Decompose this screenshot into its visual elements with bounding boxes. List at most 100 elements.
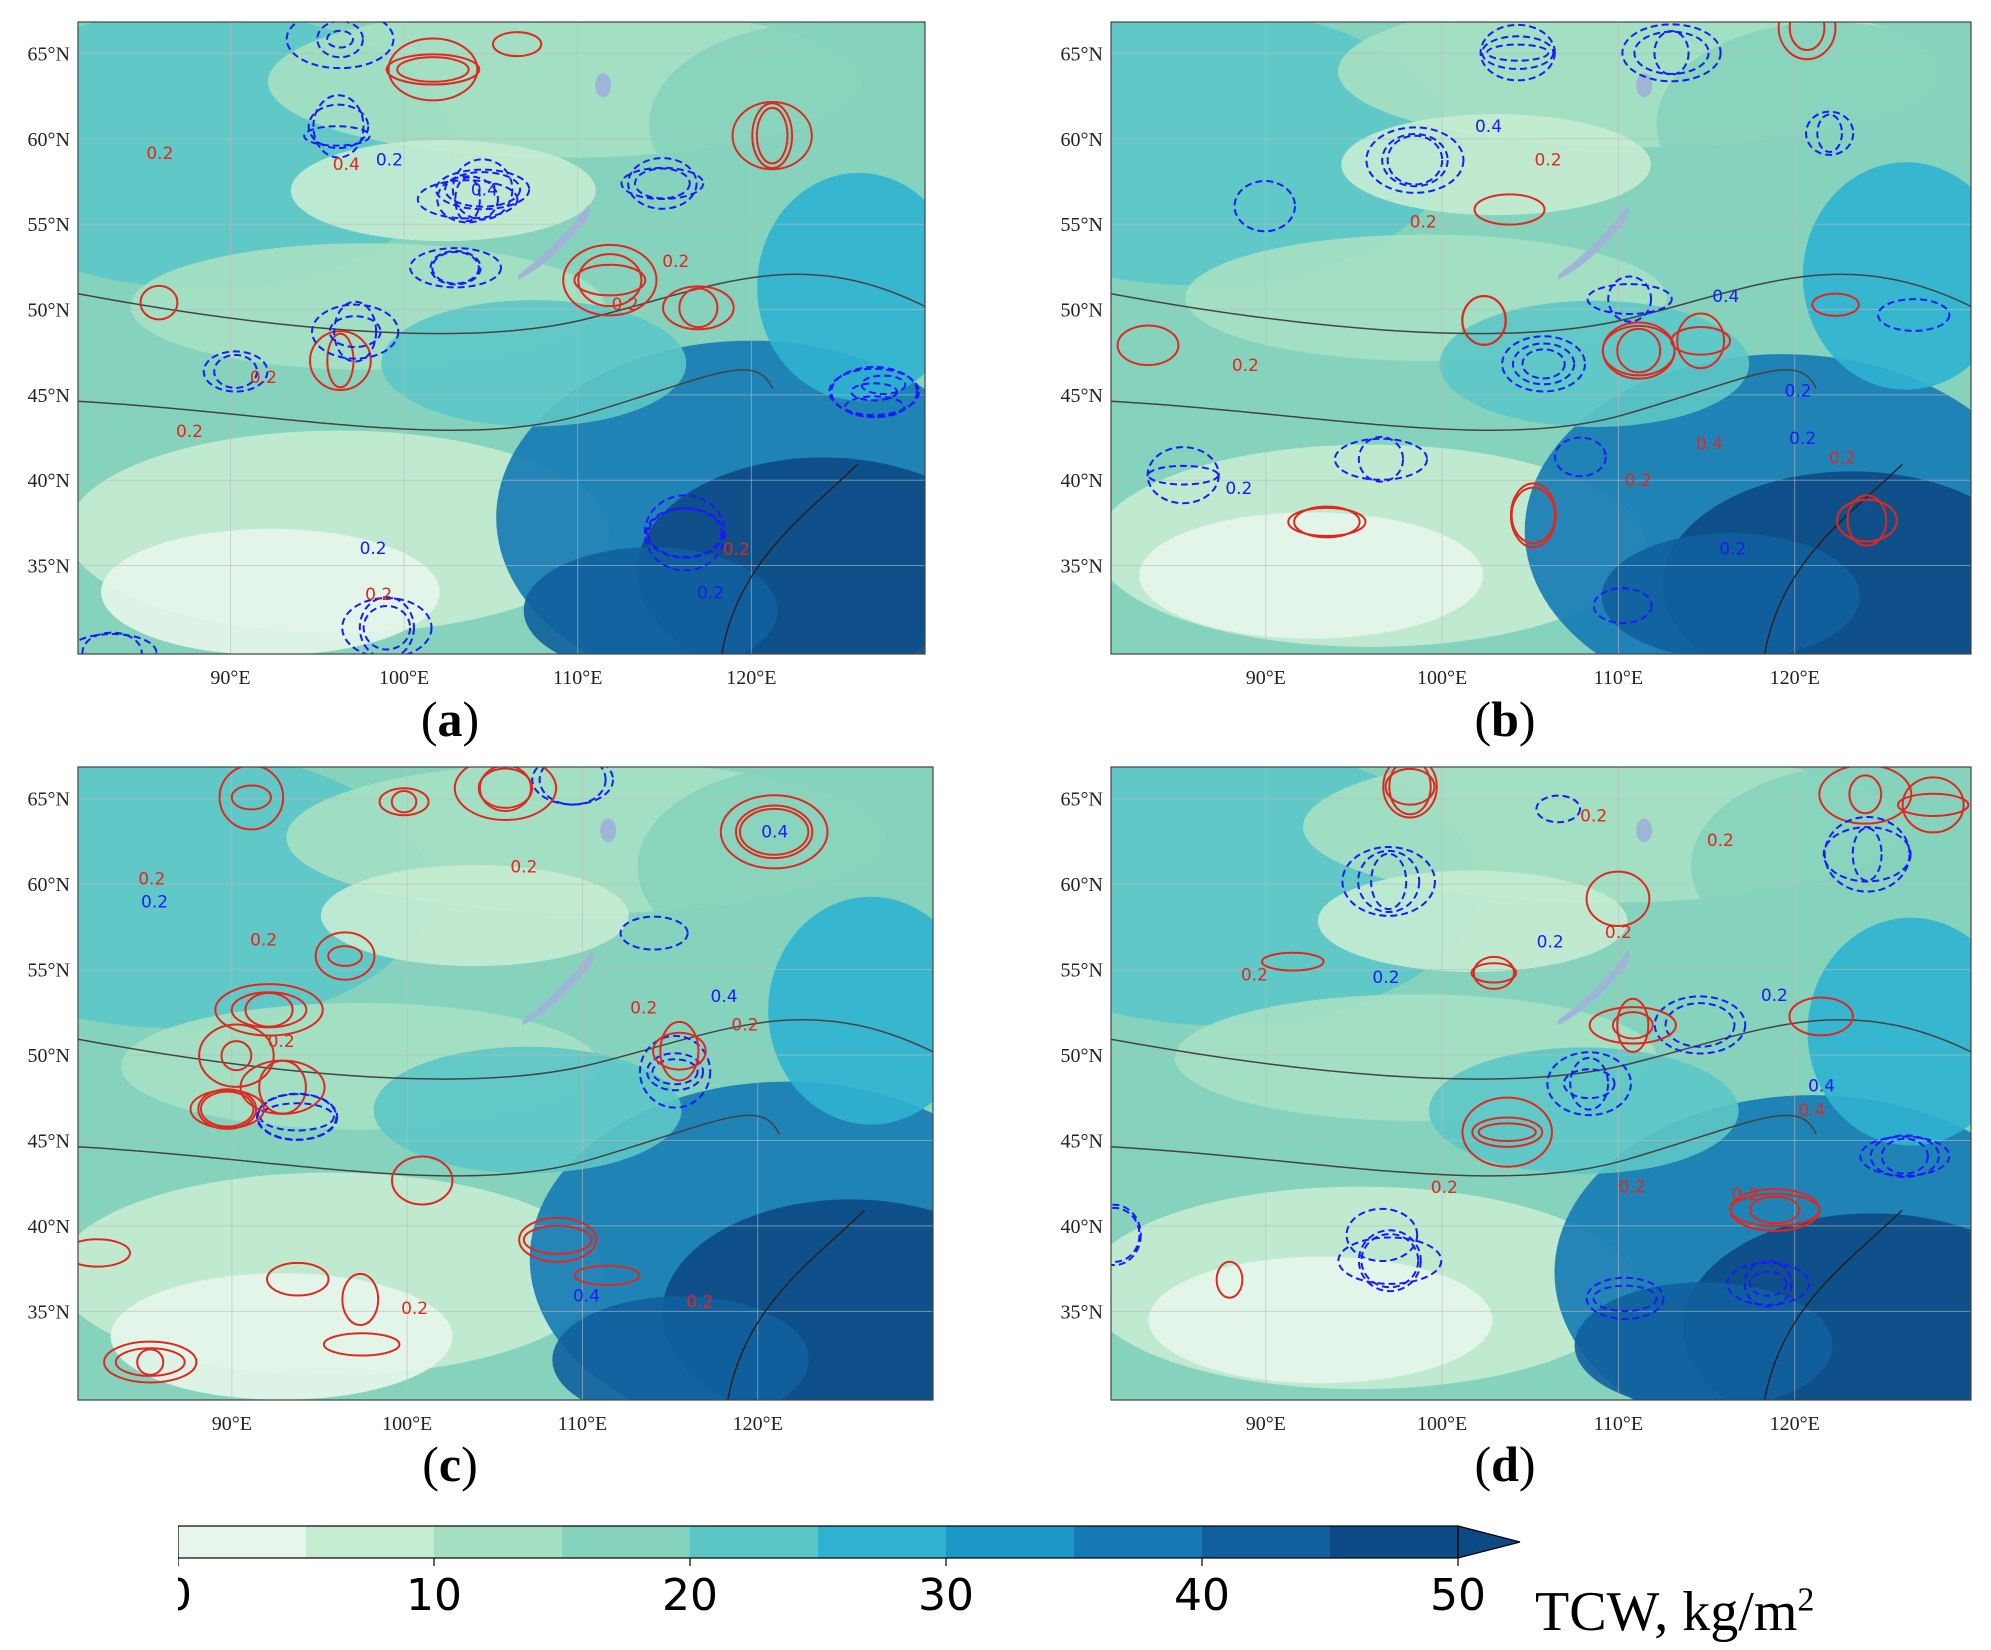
negative-contour xyxy=(1337,1236,1443,1285)
colorbar-title: TCW, kg/m2 xyxy=(1535,1581,1815,1643)
contour-label: 0.2 xyxy=(723,540,750,560)
negative-contour xyxy=(651,1058,699,1086)
colorbar-segment xyxy=(1202,1526,1330,1558)
contour-label: 0.4 xyxy=(573,1286,600,1306)
map-frame xyxy=(77,766,934,1401)
lat-tick-label: 55°N xyxy=(28,214,70,236)
map-frame xyxy=(1110,21,1972,655)
negative-contour xyxy=(202,350,269,393)
negative-contour xyxy=(1481,35,1555,70)
positive-contour xyxy=(1616,997,1650,1053)
lon-tick-label: 120°E xyxy=(1770,1413,1820,1435)
map-panel-d: 0.2 0.2 0.2 0.2 0.4 0.4 0.2 0.2 0.2 0.2 0.2 0.2 65°N… xyxy=(1000,745,1991,1492)
contour-label: 0.2 xyxy=(1537,933,1564,953)
lon-tick-label: 90°E xyxy=(1246,1413,1286,1435)
negative-contour xyxy=(362,604,412,651)
lat-tick-label: 40°N xyxy=(1061,1216,1103,1238)
lat-tick-label: 55°N xyxy=(1061,960,1103,982)
lake-baikal xyxy=(1558,950,1630,1026)
map-svg-d: 0.2 0.2 0.2 0.2 0.4 0.4 0.2 0.2 0.2 0.2 0.2 0.2 65°N… xyxy=(1061,766,1972,1435)
negative-contour xyxy=(1357,849,1421,913)
positive-contour xyxy=(266,1261,330,1297)
positive-contour xyxy=(1777,22,1837,61)
negative-contour xyxy=(1233,180,1297,233)
contour-label: 0.2 xyxy=(612,295,639,315)
map-svg-b: 0.4 0.2 0.2 0.2 0.2 0.4 0.2 0.2 0.4 0.2 0.2 0.2 65°N… xyxy=(1061,21,1972,689)
negative-contour xyxy=(1146,446,1220,505)
negative-contour xyxy=(1333,437,1429,481)
negative-contour xyxy=(643,494,727,572)
coastline xyxy=(1763,463,1903,654)
negative-contour xyxy=(341,596,433,654)
colorbar-segment xyxy=(434,1526,562,1558)
positive-contour xyxy=(659,1020,700,1082)
negative-contour xyxy=(307,103,370,150)
negative-contour xyxy=(1805,110,1855,156)
lat-tick-label: 45°N xyxy=(28,385,70,407)
negative-contour xyxy=(645,507,725,559)
country-border xyxy=(1111,1019,1971,1080)
positive-contour xyxy=(1461,1096,1553,1168)
positive-contour xyxy=(218,767,285,831)
colorbar-segment xyxy=(306,1526,434,1558)
contour-label: 0.2 xyxy=(376,151,403,171)
map-svg-c: 0.4 0.2 0.2 0.2 0.2 0.4 0.2 0.2 0.2 0.4 0.2 0.2 65°N… xyxy=(28,766,934,1435)
negative-contour xyxy=(1822,826,1912,883)
positive-contour xyxy=(1215,1260,1244,1299)
negative-contour xyxy=(1479,23,1556,82)
positive-contour xyxy=(652,1031,707,1071)
positive-contour xyxy=(1388,767,1432,816)
negative-contour xyxy=(627,157,698,210)
positive-contour xyxy=(1848,774,1883,815)
negative-contour xyxy=(620,166,705,200)
lon-tick-label: 120°E xyxy=(1770,667,1820,689)
country-border xyxy=(1111,1114,1817,1177)
colorbar-segment xyxy=(946,1526,1074,1558)
negative-contour xyxy=(444,171,522,208)
positive-contour xyxy=(1811,292,1860,317)
lake-baikal xyxy=(518,204,590,280)
contour-label: 0.2 xyxy=(1372,968,1399,988)
lon-tick-label: 110°E xyxy=(1594,1413,1643,1435)
positive-contour xyxy=(1788,22,1826,52)
negative-contour xyxy=(311,303,400,360)
panel-label-b: (b) xyxy=(1474,691,1536,747)
colorbar-tick-label: 30 xyxy=(918,1570,974,1621)
contour-label: 0.4 xyxy=(1475,117,1502,137)
positive-contour xyxy=(1471,1116,1544,1148)
contour-label: 0.2 xyxy=(1431,1178,1458,1198)
negative-contour xyxy=(531,767,615,806)
colorbar-segment xyxy=(1330,1526,1458,1558)
positive-contour xyxy=(1611,1011,1654,1040)
lon-tick-label: 120°E xyxy=(733,1413,783,1435)
positive-contour xyxy=(1749,1195,1801,1225)
country-border xyxy=(1111,273,1971,335)
contour-label: 0.2 xyxy=(1410,213,1437,233)
positive-contour xyxy=(1384,767,1436,806)
negative-contour xyxy=(429,250,482,286)
map-svg-a: 0.2 0.2 0.2 0.2 0.4 0.4 0.2 0.2 0.2 0.2 0.2 0.2 65°N… xyxy=(28,21,926,689)
positive-contour xyxy=(1470,962,1518,984)
positive-contour xyxy=(1835,498,1898,543)
negative-contour xyxy=(1877,298,1951,332)
contour-label: 0.2 xyxy=(250,930,277,950)
map-panel-c: 0.4 0.2 0.2 0.2 0.2 0.4 0.2 0.2 0.2 0.4 0.2 0.2 65°N… xyxy=(0,745,990,1492)
positive-contour xyxy=(78,1238,131,1268)
negative-contour xyxy=(1535,794,1582,824)
positive-contour xyxy=(114,1347,186,1377)
positive-contour xyxy=(198,1023,275,1088)
contour-label: 0.2 xyxy=(731,1016,758,1036)
positive-contour xyxy=(385,53,481,86)
positive-contour xyxy=(1116,324,1180,367)
lake-baikal xyxy=(522,950,594,1026)
negative-contour xyxy=(312,94,365,159)
negative-contour xyxy=(1357,435,1405,483)
contour-label: 0.2 xyxy=(1605,923,1632,943)
lat-tick-label: 45°N xyxy=(28,1130,70,1152)
negative-contour xyxy=(1569,1056,1610,1111)
positive-contour xyxy=(573,263,647,297)
negative-contour xyxy=(416,179,519,220)
contour-label: 0.2 xyxy=(250,368,277,388)
contour-label: 0.2 xyxy=(1580,806,1607,826)
contour-label: 0.2 xyxy=(401,1299,428,1319)
